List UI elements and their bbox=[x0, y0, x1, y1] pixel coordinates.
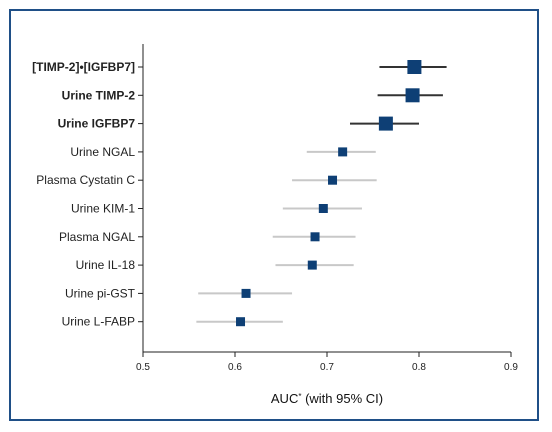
category-label: Urine TIMP-2 bbox=[62, 88, 136, 102]
auc-marker bbox=[378, 116, 393, 131]
x-axis-title-rest: (with 95% CI) bbox=[301, 391, 383, 406]
x-tick-label: 0.8 bbox=[412, 362, 426, 373]
auc-marker bbox=[338, 147, 348, 157]
auc-marker bbox=[405, 88, 420, 103]
chart-marks bbox=[196, 60, 447, 327]
auc-marker bbox=[310, 232, 320, 242]
auc-marker bbox=[307, 260, 317, 270]
x-tick-label: 0.6 bbox=[228, 362, 242, 373]
x-axis-title: AUC* (with 95% CI) bbox=[271, 391, 383, 406]
axes: 0.5 0.6 0.7 0.8 0.9 [TIMP-2]•[IGFBP7] Urine TI… bbox=[32, 44, 518, 373]
x-axis-title-main: AUC bbox=[271, 391, 298, 406]
auc-marker bbox=[236, 317, 246, 327]
x-tick-label: 0.7 bbox=[320, 362, 334, 373]
category-label: Plasma NGAL bbox=[59, 230, 135, 244]
x-tick-label: 0.5 bbox=[136, 362, 150, 373]
category-label: Urine IL-18 bbox=[76, 258, 136, 272]
auc-marker bbox=[328, 175, 338, 185]
x-tick-label: 0.9 bbox=[504, 362, 518, 373]
category-label: Plasma Cystatin C bbox=[36, 173, 135, 187]
auc-marker bbox=[318, 204, 328, 213]
category-label: Urine pi-GST bbox=[65, 286, 136, 300]
category-label: Urine KIM-1 bbox=[71, 202, 135, 216]
auc-marker bbox=[407, 60, 422, 74]
auc-marker bbox=[241, 288, 251, 298]
category-label: Urine NGAL bbox=[70, 145, 135, 159]
x-axis-title-sup: * bbox=[298, 392, 301, 401]
category-label: Urine L-FABP bbox=[62, 315, 135, 329]
category-label: [TIMP-2]•[IGFBP7] bbox=[32, 60, 135, 74]
category-label: Urine IGFBP7 bbox=[58, 117, 136, 131]
